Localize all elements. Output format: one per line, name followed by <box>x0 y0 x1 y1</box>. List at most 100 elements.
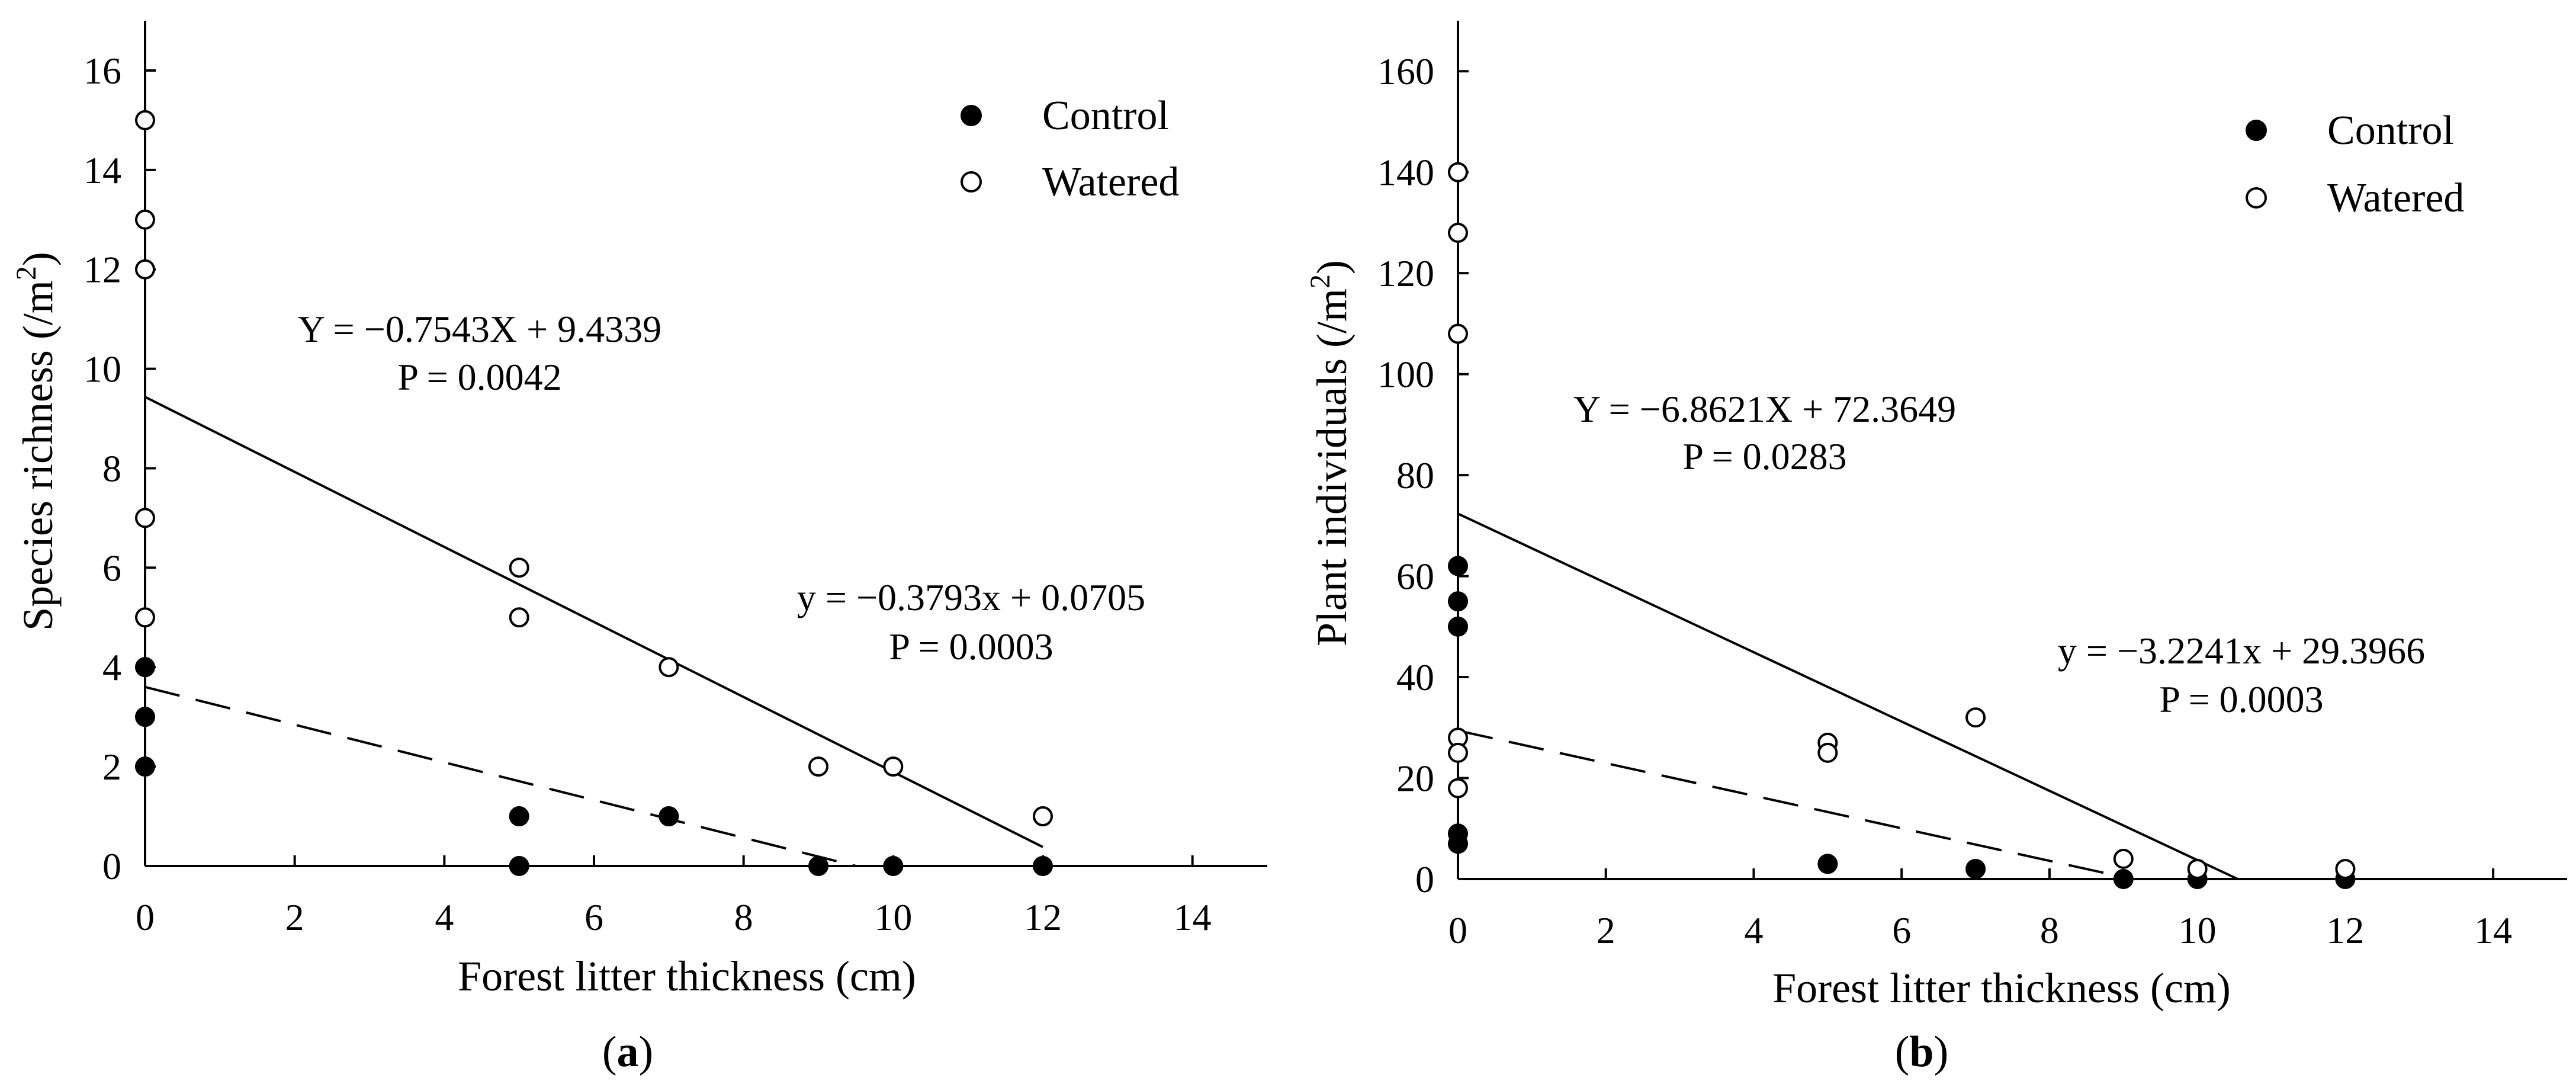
point-control <box>1449 557 1467 575</box>
point-control <box>136 758 154 775</box>
y-tick-label: 4 <box>102 646 121 688</box>
point-watered <box>510 559 528 576</box>
y-tick-label: 6 <box>102 547 121 589</box>
legend-watered-marker <box>2247 188 2266 207</box>
y-tick-label: 8 <box>102 447 121 489</box>
legend-control-label: Control <box>1042 93 1169 139</box>
legend: Control Watered <box>962 93 1179 205</box>
point-watered <box>1449 163 1467 181</box>
fit-pvalue-watered: P = 0.0042 <box>397 356 561 398</box>
y-tick-label: 140 <box>1377 152 1434 194</box>
point-control <box>1819 855 1836 873</box>
y-tick-label: 20 <box>1396 758 1434 800</box>
fit-lines <box>1458 514 2238 879</box>
fit-equation-control: y = −0.3793x + 0.0705 <box>797 576 1145 618</box>
y-tick-label: 80 <box>1396 454 1434 496</box>
panel-label: (a) <box>602 1028 653 1076</box>
point-watered <box>2115 850 2132 868</box>
x-tick-label: 14 <box>1174 896 1212 938</box>
y-tick-label: 14 <box>83 149 121 191</box>
point-watered <box>136 211 154 229</box>
y-tick-label: 2 <box>102 746 121 788</box>
data-points <box>136 111 1052 875</box>
x-axis-label: Forest litter thickness (cm) <box>458 952 916 1000</box>
point-watered <box>1449 780 1467 797</box>
legend-control-label: Control <box>2327 108 2454 153</box>
point-control <box>136 658 154 676</box>
point-control <box>2115 870 2132 888</box>
y-tick-label: 16 <box>83 50 121 92</box>
point-watered <box>1449 325 1467 342</box>
point-watered <box>1034 807 1052 825</box>
point-watered <box>1449 224 1467 242</box>
panel-label: (b) <box>1895 1028 1948 1076</box>
x-tick-label: 2 <box>1597 909 1615 951</box>
x-tick-label: 6 <box>584 896 603 938</box>
y-tick-label: 100 <box>1377 354 1434 396</box>
fit-annotation-control: y = −3.2241x + 29.3966 P = 0.0003 <box>2058 630 2425 720</box>
point-control <box>1034 857 1052 875</box>
y-tick-label: 12 <box>83 249 121 291</box>
panel-a: 0 2 4 6 8 10 12 14 0 2 4 6 8 10 12 14 16 Forest litter … <box>11 21 1267 1076</box>
x-tick-label: 8 <box>2040 909 2059 951</box>
x-tick-label: 10 <box>874 896 912 938</box>
point-watered <box>1819 744 1836 762</box>
x-tick-label: 6 <box>1892 909 1911 951</box>
fit-pvalue-watered: P = 0.0283 <box>1682 435 1846 477</box>
legend-control-marker <box>2247 121 2266 140</box>
point-watered <box>136 509 154 527</box>
point-watered <box>884 758 902 775</box>
point-control <box>810 857 827 875</box>
y-tick-label: 10 <box>83 348 121 390</box>
y-tick-label: 60 <box>1396 556 1434 598</box>
y-tick-label: 160 <box>1377 50 1434 92</box>
x-tick-label: 10 <box>2179 909 2217 951</box>
point-watered <box>136 261 154 278</box>
fit-annotation-control: y = −0.3793x + 0.0705 P = 0.0003 <box>797 576 1145 668</box>
y-axis-label: Species richness (/m2) <box>11 252 62 631</box>
x-tick-label: 14 <box>2474 909 2512 951</box>
y-axis-label-superscript: 2 <box>11 266 42 280</box>
y-tick-label: 40 <box>1396 656 1434 698</box>
legend-control-marker <box>962 106 981 125</box>
y-axis-label-superscript: 2 <box>1305 274 1336 288</box>
point-watered <box>1967 708 1984 726</box>
point-control <box>510 807 528 825</box>
fit-line-watered <box>1458 514 2238 879</box>
fit-equation-watered: Y = −0.7543X + 9.4339 <box>298 308 661 350</box>
point-watered <box>136 608 154 626</box>
point-watered <box>136 111 154 129</box>
legend-watered-label: Watered <box>1042 159 1179 205</box>
fit-pvalue-control: P = 0.0003 <box>889 626 1053 668</box>
fit-equation-control: y = −3.2241x + 29.3966 <box>2058 630 2425 672</box>
x-tick-label: 8 <box>734 896 753 938</box>
y-tick-label: 0 <box>1415 858 1434 900</box>
x-tick-label: 12 <box>2326 909 2364 951</box>
point-control <box>884 857 902 875</box>
fit-line-control <box>1458 730 2132 879</box>
x-tick-label: 0 <box>1448 909 1467 951</box>
figure: 0 2 4 6 8 10 12 14 0 2 4 6 8 10 12 14 16 Forest litter … <box>0 0 2576 1084</box>
point-watered <box>810 758 827 775</box>
fit-line-control <box>145 687 856 866</box>
x-axis-label: Forest litter thickness (cm) <box>1772 964 2231 1012</box>
panel-b: 0 2 4 6 8 10 12 14 0 20 40 60 80 100 120 140 160 Forest… <box>1305 21 2567 1076</box>
point-watered <box>1449 744 1467 762</box>
point-watered <box>510 608 528 626</box>
x-tick-label: 2 <box>285 896 304 938</box>
fit-equation-watered: Y = −6.8621X + 72.3649 <box>1573 388 1956 430</box>
y-tick-label: 120 <box>1377 252 1434 294</box>
point-watered <box>2336 860 2354 878</box>
legend-watered-label: Watered <box>2327 175 2464 221</box>
fit-annotation-watered: Y = −6.8621X + 72.3649 P = 0.0283 <box>1573 388 1956 477</box>
point-control <box>1449 618 1467 636</box>
point-control <box>1967 860 1984 878</box>
point-control <box>660 807 677 825</box>
x-tick-label: 12 <box>1024 896 1062 938</box>
x-tick-label: 0 <box>136 896 155 938</box>
fit-line-watered <box>145 397 1043 847</box>
point-control <box>136 708 154 726</box>
legend-watered-marker <box>962 172 981 191</box>
y-tick-label: 0 <box>102 845 121 887</box>
x-tick-label: 4 <box>435 896 454 938</box>
